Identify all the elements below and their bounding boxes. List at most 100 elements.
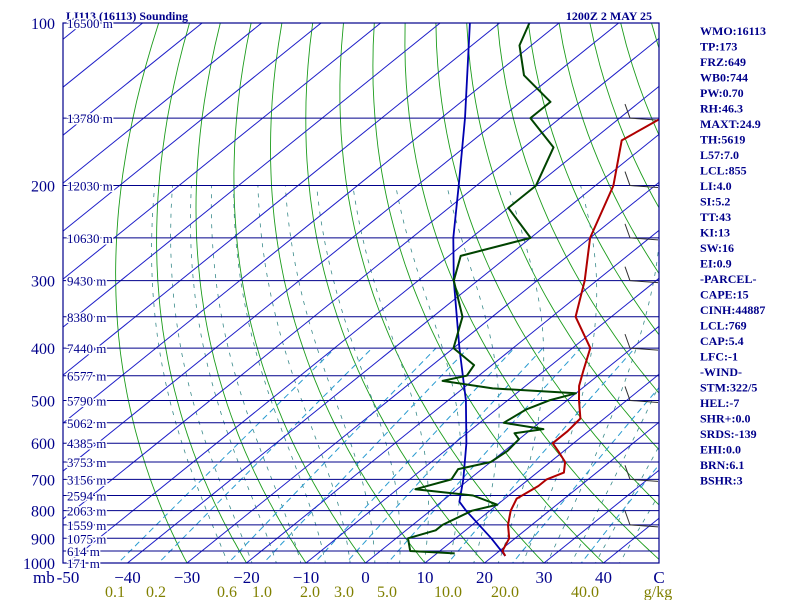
temperature-tick-label: 30 [536, 568, 553, 587]
height-label: 3753 m [67, 455, 106, 470]
moist-adiabat-line [284, 185, 376, 563]
index-item: -PARCEL- [700, 272, 756, 286]
wind-barb [624, 223, 631, 239]
temperature-tick-label: −30 [174, 568, 201, 587]
moist-adiabat-line [595, 445, 659, 563]
temperature-tick-label: −40 [114, 568, 141, 587]
dry-adiabat-line [305, 23, 486, 563]
pressure-label: 100 [31, 16, 55, 33]
dry-adiabat-line [270, 23, 426, 563]
index-item: CAP:5.4 [700, 334, 744, 348]
mixing-ratio-line [262, 347, 469, 563]
wind-barb [624, 103, 631, 119]
height-label: 5062 m [67, 416, 106, 431]
moist-adiabat-line [546, 185, 659, 563]
index-item: SHR+:0.0 [700, 412, 751, 426]
isotherm-line [602, 517, 659, 563]
plot-frame [62, 22, 660, 564]
index-item: BSHR:3 [700, 474, 743, 488]
dry-adiabat-line [497, 23, 659, 394]
mixing-ratio-label: 2.0 [300, 584, 320, 600]
dry-adiabat-line [466, 23, 659, 451]
mixing-ratio-label: 5.0 [377, 584, 397, 600]
dry-adiabat-line [372, 23, 605, 563]
height-label: 16500 m [67, 16, 113, 31]
mixing-ratio-label: 0.1 [105, 584, 125, 600]
pressure-label: 600 [31, 436, 55, 453]
temperature-tick-label: 0 [361, 568, 370, 587]
moist-adiabat-line [170, 185, 253, 563]
temperature-axis: mb -50 −40 −30 −20 −10 0 10 20 30 40 C [33, 568, 665, 587]
wind-barb-staff [629, 347, 659, 351]
isotherm-line [63, 23, 382, 280]
index-item: CAPE:15 [700, 288, 749, 302]
mixing-ratio-unit: g/kg [644, 584, 672, 600]
mixing-ratio-line [511, 386, 659, 563]
pressure-label: 800 [31, 504, 55, 521]
isotherm-line [63, 23, 501, 376]
pressure-label: 400 [31, 341, 55, 358]
index-item: WMO:16113 [700, 24, 766, 38]
isobars [63, 22, 659, 564]
index-item: TH:5619 [700, 133, 745, 147]
height-label: 1075 m [67, 531, 106, 546]
height-label: 7440 m [67, 341, 106, 356]
dry-adiabat-line [404, 23, 659, 560]
mixing-ratio-line [313, 347, 515, 563]
mixing-ratio-line [345, 347, 544, 563]
mixing-ratio-label: 0.6 [217, 584, 237, 600]
isotherm-line [126, 133, 659, 563]
height-label: 171 m [67, 556, 100, 571]
pressure-labels: 100 200 300 400 500 600 700 800 900 1000 [23, 16, 55, 573]
index-item: WB0:744 [700, 71, 748, 85]
height-label: 13780 m [67, 111, 113, 126]
wind-barb-staff [629, 524, 659, 528]
index-item: -WIND- [700, 365, 742, 379]
wind-barb [624, 266, 631, 281]
mixing-ratio-line [117, 347, 336, 563]
mixing-ratio-line [580, 464, 659, 563]
height-label: 12030 m [67, 179, 113, 194]
moist-adiabat-line [522, 185, 598, 563]
temperature-tick-label: -50 [57, 568, 80, 587]
dry-adiabat-line [527, 23, 659, 336]
mixing-ratio-label: 20.0 [491, 584, 519, 600]
valid-time: 1200Z 2 MAY 25 [566, 9, 652, 23]
wind-barb [624, 465, 631, 480]
index-item: SRDS:-139 [700, 427, 757, 441]
index-item: RH:46.3 [700, 102, 743, 116]
isotherm-line [63, 23, 620, 472]
wind-barb-staff [629, 185, 659, 189]
height-label: 2594 m [67, 489, 106, 504]
temperature-unit-label: C [653, 568, 664, 587]
pressure-label: 300 [31, 274, 55, 291]
mixing-ratio-label: 3.0 [334, 584, 354, 600]
index-item: SI:5.2 [700, 195, 730, 209]
index-item: HEL:-7 [700, 396, 739, 410]
wind-barb [624, 171, 631, 186]
mixing-ratio-line [227, 347, 437, 563]
chart-title: LI113 (16113) Sounding [66, 9, 188, 23]
moist-adiabat-line [395, 185, 462, 563]
height-label: 4385 m [67, 436, 106, 451]
index-item: EI:0.9 [700, 257, 732, 271]
isotherm-line [364, 325, 659, 563]
wind-barb-staff [629, 399, 659, 403]
mixing-ratio-label: 1.0 [252, 584, 272, 600]
height-label: 9430 m [67, 274, 106, 289]
isotherm-line [543, 469, 659, 563]
pressure-label: 1000 [23, 556, 55, 573]
height-label: 5790 m [67, 393, 106, 408]
temperature-profile [501, 118, 659, 557]
isotherm-line [63, 23, 263, 184]
profiles [407, 23, 659, 557]
moist-adiabat-line [316, 185, 401, 563]
wind-barb-staff [629, 280, 659, 284]
isotherm-line [63, 23, 441, 328]
pressure-unit-label: mb [33, 568, 55, 587]
dry-adiabat-line [339, 23, 545, 563]
dry-adiabat-line [775, 23, 800, 574]
mixing-ratio-axis: 0.1 0.2 0.6 1.0 2.0 3.0 5.0 10.0 20.0 40.0 g/kg [105, 584, 672, 600]
